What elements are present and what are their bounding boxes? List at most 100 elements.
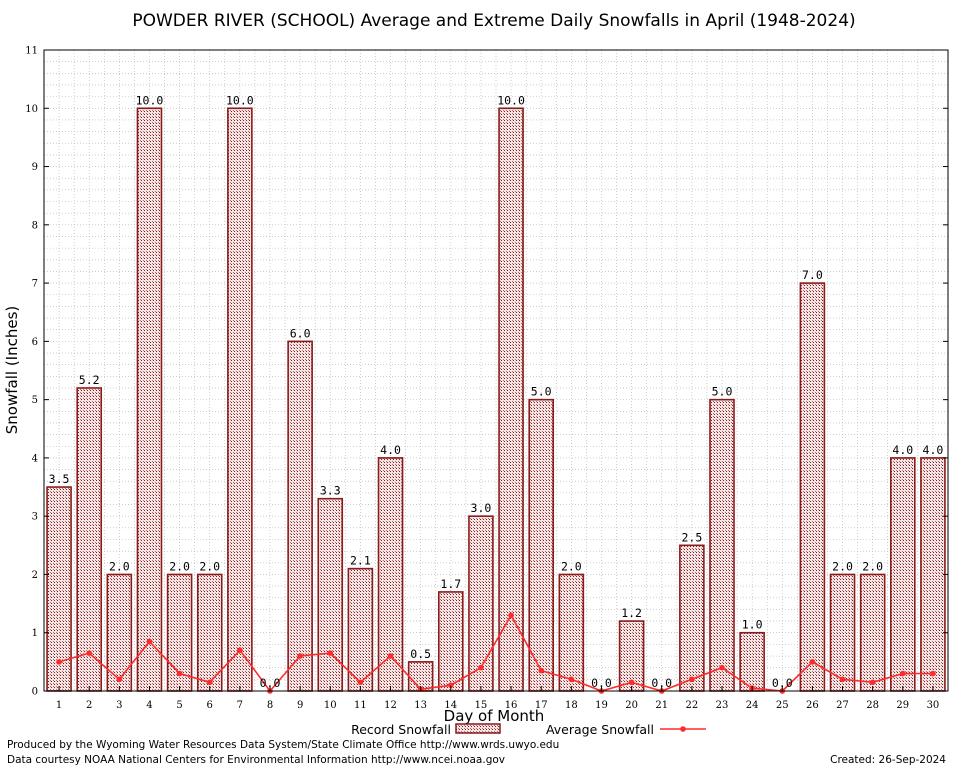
y-tick-label: 9 [32,162,38,173]
record-value-label: 0.5 [410,647,431,661]
x-tick-label: 20 [625,700,638,711]
legend-average-marker [680,726,686,732]
y-tick-label: 0 [32,687,38,698]
record-value-label: 1.7 [440,577,461,591]
record-value-label: 2.0 [832,559,853,573]
record-bar [347,567,374,692]
record-value-label: 0.0 [591,676,612,690]
x-tick-label: 11 [354,700,367,711]
average-point [448,682,454,688]
y-tick-label: 2 [32,570,38,581]
x-tick-label: 17 [535,700,548,711]
x-tick-label: 13 [414,700,427,711]
average-point [538,667,544,674]
x-tick-label: 4 [146,700,152,711]
record-value-label: 1.0 [742,618,763,632]
record-bar [227,107,253,692]
record-value-label: 2.0 [199,559,220,573]
average-point [357,679,364,686]
record-bar [196,573,223,692]
record-value-label: 4.0 [892,443,913,457]
record-bar [889,457,916,692]
x-tick-label: 18 [565,700,578,711]
average-point [297,653,303,659]
x-tick-label: 16 [505,700,518,711]
x-tick-label: 12 [384,700,397,711]
x-axis-label: Day of Month [444,707,545,725]
x-tick-label: 7 [237,700,243,711]
record-value-label: 0.0 [772,676,793,690]
x-tick-label: 26 [806,700,819,711]
record-value-label: 0.0 [651,676,672,690]
record-bar [106,573,133,692]
record-bar [859,573,886,692]
bars-layer [46,107,946,692]
record-bar [437,591,464,692]
average-point [86,650,92,656]
y-tick-label: 5 [32,395,38,406]
record-bar [136,107,163,692]
footer-produced-by: Produced by the Wyoming Water Resources … [7,739,559,751]
record-value-label: 3.3 [320,484,341,498]
y-tick-label: 7 [32,279,38,290]
record-value-label: 2.0 [862,559,883,573]
record-bar [287,340,313,692]
record-value-label: 10.0 [497,93,525,107]
average-point [628,679,635,686]
record-value-label: 10.0 [136,93,164,107]
average-point [869,679,876,686]
average-point [689,676,695,683]
record-value-label: 4.0 [380,443,401,457]
x-tick-label: 21 [655,700,668,711]
average-point [839,676,846,683]
average-point [719,664,725,671]
y-tick-label: 8 [32,220,38,231]
x-tick-label: 1 [56,700,62,711]
x-tick-label: 29 [896,700,909,711]
average-point [116,676,123,683]
record-bar [558,573,585,692]
y-axis-label: Snowfall (Inches) [3,306,21,434]
record-value-label: 2.0 [561,559,582,573]
record-bar [829,573,856,692]
record-bar [799,282,826,692]
footer-created-date: Created: 26-Sep-2024 [830,754,946,766]
x-tick-label: 10 [324,700,337,711]
average-point [478,664,484,671]
y-tick-label: 10 [25,104,38,115]
y-tick-label: 6 [32,337,38,348]
x-tick-label: 25 [776,700,789,711]
x-tick-label: 30 [927,700,940,711]
average-point [176,670,183,677]
x-tick-label: 6 [207,700,213,711]
average-point [387,653,394,659]
record-bar [498,107,524,692]
average-point [206,679,213,686]
legend: Record Snowfall Average Snowfall [351,722,706,737]
x-tick-label: 28 [866,700,879,711]
average-point [508,612,514,619]
record-value-label: 7.0 [802,268,823,282]
record-value-label: 10.0 [226,93,254,107]
legend-average-label: Average Snowfall [546,722,654,737]
average-point [900,670,906,677]
footer-data-courtesy: Data courtesy NOAA National Centers for … [7,754,505,766]
record-value-label: 5.0 [531,385,552,399]
x-tick-label: 14 [444,700,457,711]
plot-frame [43,49,949,692]
record-bar [528,398,555,692]
record-bar [709,398,735,692]
record-value-label: 6.0 [290,326,311,340]
average-point [930,670,936,677]
legend-record-swatch [455,723,501,734]
record-value-label: 2.5 [681,530,702,544]
x-tick-label: 15 [475,700,488,711]
average-point [146,638,153,645]
y-tick-label: 11 [25,46,38,57]
y-tick-label: 1 [32,628,38,639]
x-tick-label: 8 [267,700,273,711]
record-bar [920,457,946,692]
record-value-label: 2.1 [350,554,371,568]
